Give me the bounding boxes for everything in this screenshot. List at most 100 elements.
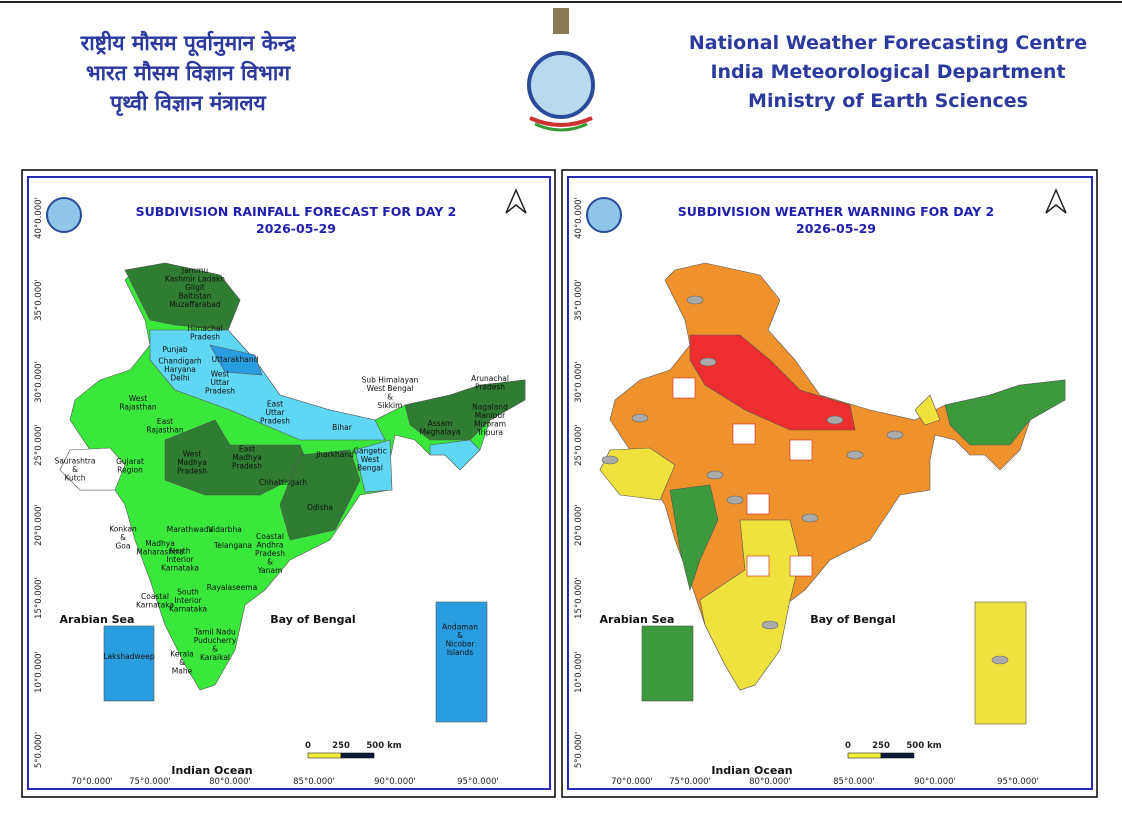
scale-label: 250 bbox=[872, 741, 890, 751]
region-label: Arunachal bbox=[471, 374, 509, 383]
lat-label: 5°0.000' bbox=[34, 732, 44, 768]
logo bbox=[46, 197, 82, 233]
region-label: Pradesh bbox=[260, 417, 290, 426]
region-label: East bbox=[239, 445, 255, 454]
region-label: Chandigarh bbox=[158, 357, 201, 366]
region-label: Gilgit bbox=[185, 283, 205, 292]
lon-label: 80°0.000' bbox=[209, 777, 251, 787]
region-label: Haryana bbox=[164, 365, 196, 374]
lat-label: 35°0.000' bbox=[574, 279, 584, 321]
lon-label: 95°0.000' bbox=[457, 777, 499, 787]
emblem bbox=[527, 8, 595, 132]
region-label: West bbox=[361, 455, 379, 464]
region-label: & bbox=[72, 465, 78, 474]
north-arrow bbox=[505, 188, 527, 214]
region-label: Muzaffarabad bbox=[169, 300, 221, 309]
region-label: Karnataka bbox=[136, 600, 174, 609]
region-label: Pradesh bbox=[232, 462, 262, 471]
region-label: Pradesh bbox=[255, 549, 285, 558]
region-label: Sikkim bbox=[378, 401, 403, 410]
lat-label: 35°0.000' bbox=[34, 279, 44, 321]
region-label: Gujarat bbox=[116, 457, 144, 466]
region-label: Vidarbha bbox=[208, 525, 242, 534]
lon-label: 70°0.000' bbox=[611, 777, 653, 787]
region-label: Saurashtra bbox=[54, 457, 95, 466]
region-label: Andaman bbox=[442, 622, 478, 631]
lat-label: 40°0.000' bbox=[574, 197, 584, 239]
lat-label: 25°0.000' bbox=[574, 424, 584, 466]
region-label: Interior bbox=[174, 596, 202, 605]
region-label: Odisha bbox=[307, 503, 333, 512]
panel-title: SUBDIVISION RAINFALL FORECAST FOR DAY 2 bbox=[136, 204, 457, 219]
header-english: Ministry of Earth Sciences bbox=[748, 90, 1028, 112]
scale-label: 250 bbox=[332, 741, 350, 751]
region-label: & bbox=[387, 392, 393, 401]
region-label: Nagaland bbox=[472, 402, 508, 411]
region-label: Uttar bbox=[210, 378, 230, 387]
region-label: West bbox=[183, 450, 201, 459]
region-label: Madhya bbox=[177, 458, 207, 467]
scale-bar bbox=[340, 752, 375, 759]
lon-label: 75°0.000' bbox=[129, 777, 171, 787]
header-hindi: राष्ट्रीय मौसम पूर्वानुमान केन्द्र bbox=[80, 30, 297, 57]
panel-title: SUBDIVISION WEATHER WARNING FOR DAY 2 bbox=[678, 204, 994, 219]
header-hindi: भारत मौसम विज्ञान विभाग bbox=[86, 60, 291, 85]
region-label: Maharashtra bbox=[136, 547, 183, 556]
lon-label: 80°0.000' bbox=[749, 777, 791, 787]
lat-label: 20°0.000' bbox=[34, 504, 44, 546]
lat-label: 30°0.000' bbox=[34, 361, 44, 403]
region-label: Kerala bbox=[170, 650, 194, 659]
north-arrow bbox=[1045, 188, 1067, 214]
region-label: Goa bbox=[116, 542, 131, 551]
lon-label: 85°0.000' bbox=[833, 777, 875, 787]
panel-date: 2026-05-29 bbox=[796, 221, 876, 236]
lat-label: 5°0.000' bbox=[574, 732, 584, 768]
region-label: West bbox=[211, 370, 229, 379]
region-label: Yanam bbox=[257, 566, 283, 575]
lat-label: 15°0.000' bbox=[574, 577, 584, 619]
lat-label: 10°0.000' bbox=[574, 651, 584, 693]
region-label: Pradesh bbox=[205, 387, 235, 396]
panel bbox=[561, 169, 1098, 798]
scale-label: 500 km bbox=[906, 741, 941, 751]
region-label: Kutch bbox=[64, 474, 85, 483]
region-label: Mahe bbox=[172, 667, 193, 676]
region-label: & bbox=[457, 631, 463, 640]
region-label: Kashmir Ladakh bbox=[165, 275, 225, 284]
region-label: Marathwada bbox=[167, 525, 214, 534]
lat-label: 10°0.000' bbox=[34, 651, 44, 693]
region-label: North bbox=[170, 547, 191, 556]
region-label: Interior bbox=[166, 555, 194, 564]
header-hindi: पृथ्वी विज्ञान मंत्रालय bbox=[109, 90, 266, 117]
sea-label: Bay of Bengal bbox=[270, 613, 355, 626]
region-label: Manipur bbox=[475, 411, 506, 420]
sea-label: Indian Ocean bbox=[171, 764, 252, 777]
region-label: Delhi bbox=[170, 374, 189, 383]
region-label: Coastal bbox=[256, 532, 284, 541]
sea-label: Arabian Sea bbox=[600, 613, 675, 626]
region-label: Uttarakhand bbox=[212, 355, 259, 364]
region-label: Lakshadweep bbox=[103, 652, 154, 661]
lon-label: 95°0.000' bbox=[997, 777, 1039, 787]
scale-label: 500 km bbox=[366, 741, 401, 751]
region-label: Region bbox=[117, 465, 143, 474]
rainfall-map bbox=[59, 262, 526, 723]
region-label: East bbox=[267, 400, 283, 409]
region-label: Jammu bbox=[181, 266, 208, 275]
region-label: Rayalaseema bbox=[207, 583, 257, 592]
region-label: Tripura bbox=[476, 428, 503, 437]
region-label: Mizoram bbox=[474, 419, 506, 428]
region-label: Karaikal bbox=[200, 653, 230, 662]
region-label: Bengal bbox=[357, 464, 383, 473]
lon-label: 90°0.000' bbox=[914, 777, 956, 787]
region-label: West bbox=[129, 394, 147, 403]
region-label: Meghalaya bbox=[420, 427, 461, 436]
region-label: & bbox=[179, 658, 185, 667]
region-label: Tamil Nadu bbox=[193, 627, 236, 636]
region-label: Telangana bbox=[213, 541, 252, 550]
region-label: & bbox=[212, 644, 218, 653]
region-label: Puducherry bbox=[194, 636, 237, 645]
region-label: Coastal bbox=[141, 592, 169, 601]
sea-label: Bay of Bengal bbox=[810, 613, 895, 626]
header-english: National Weather Forecasting Centre bbox=[689, 32, 1087, 54]
